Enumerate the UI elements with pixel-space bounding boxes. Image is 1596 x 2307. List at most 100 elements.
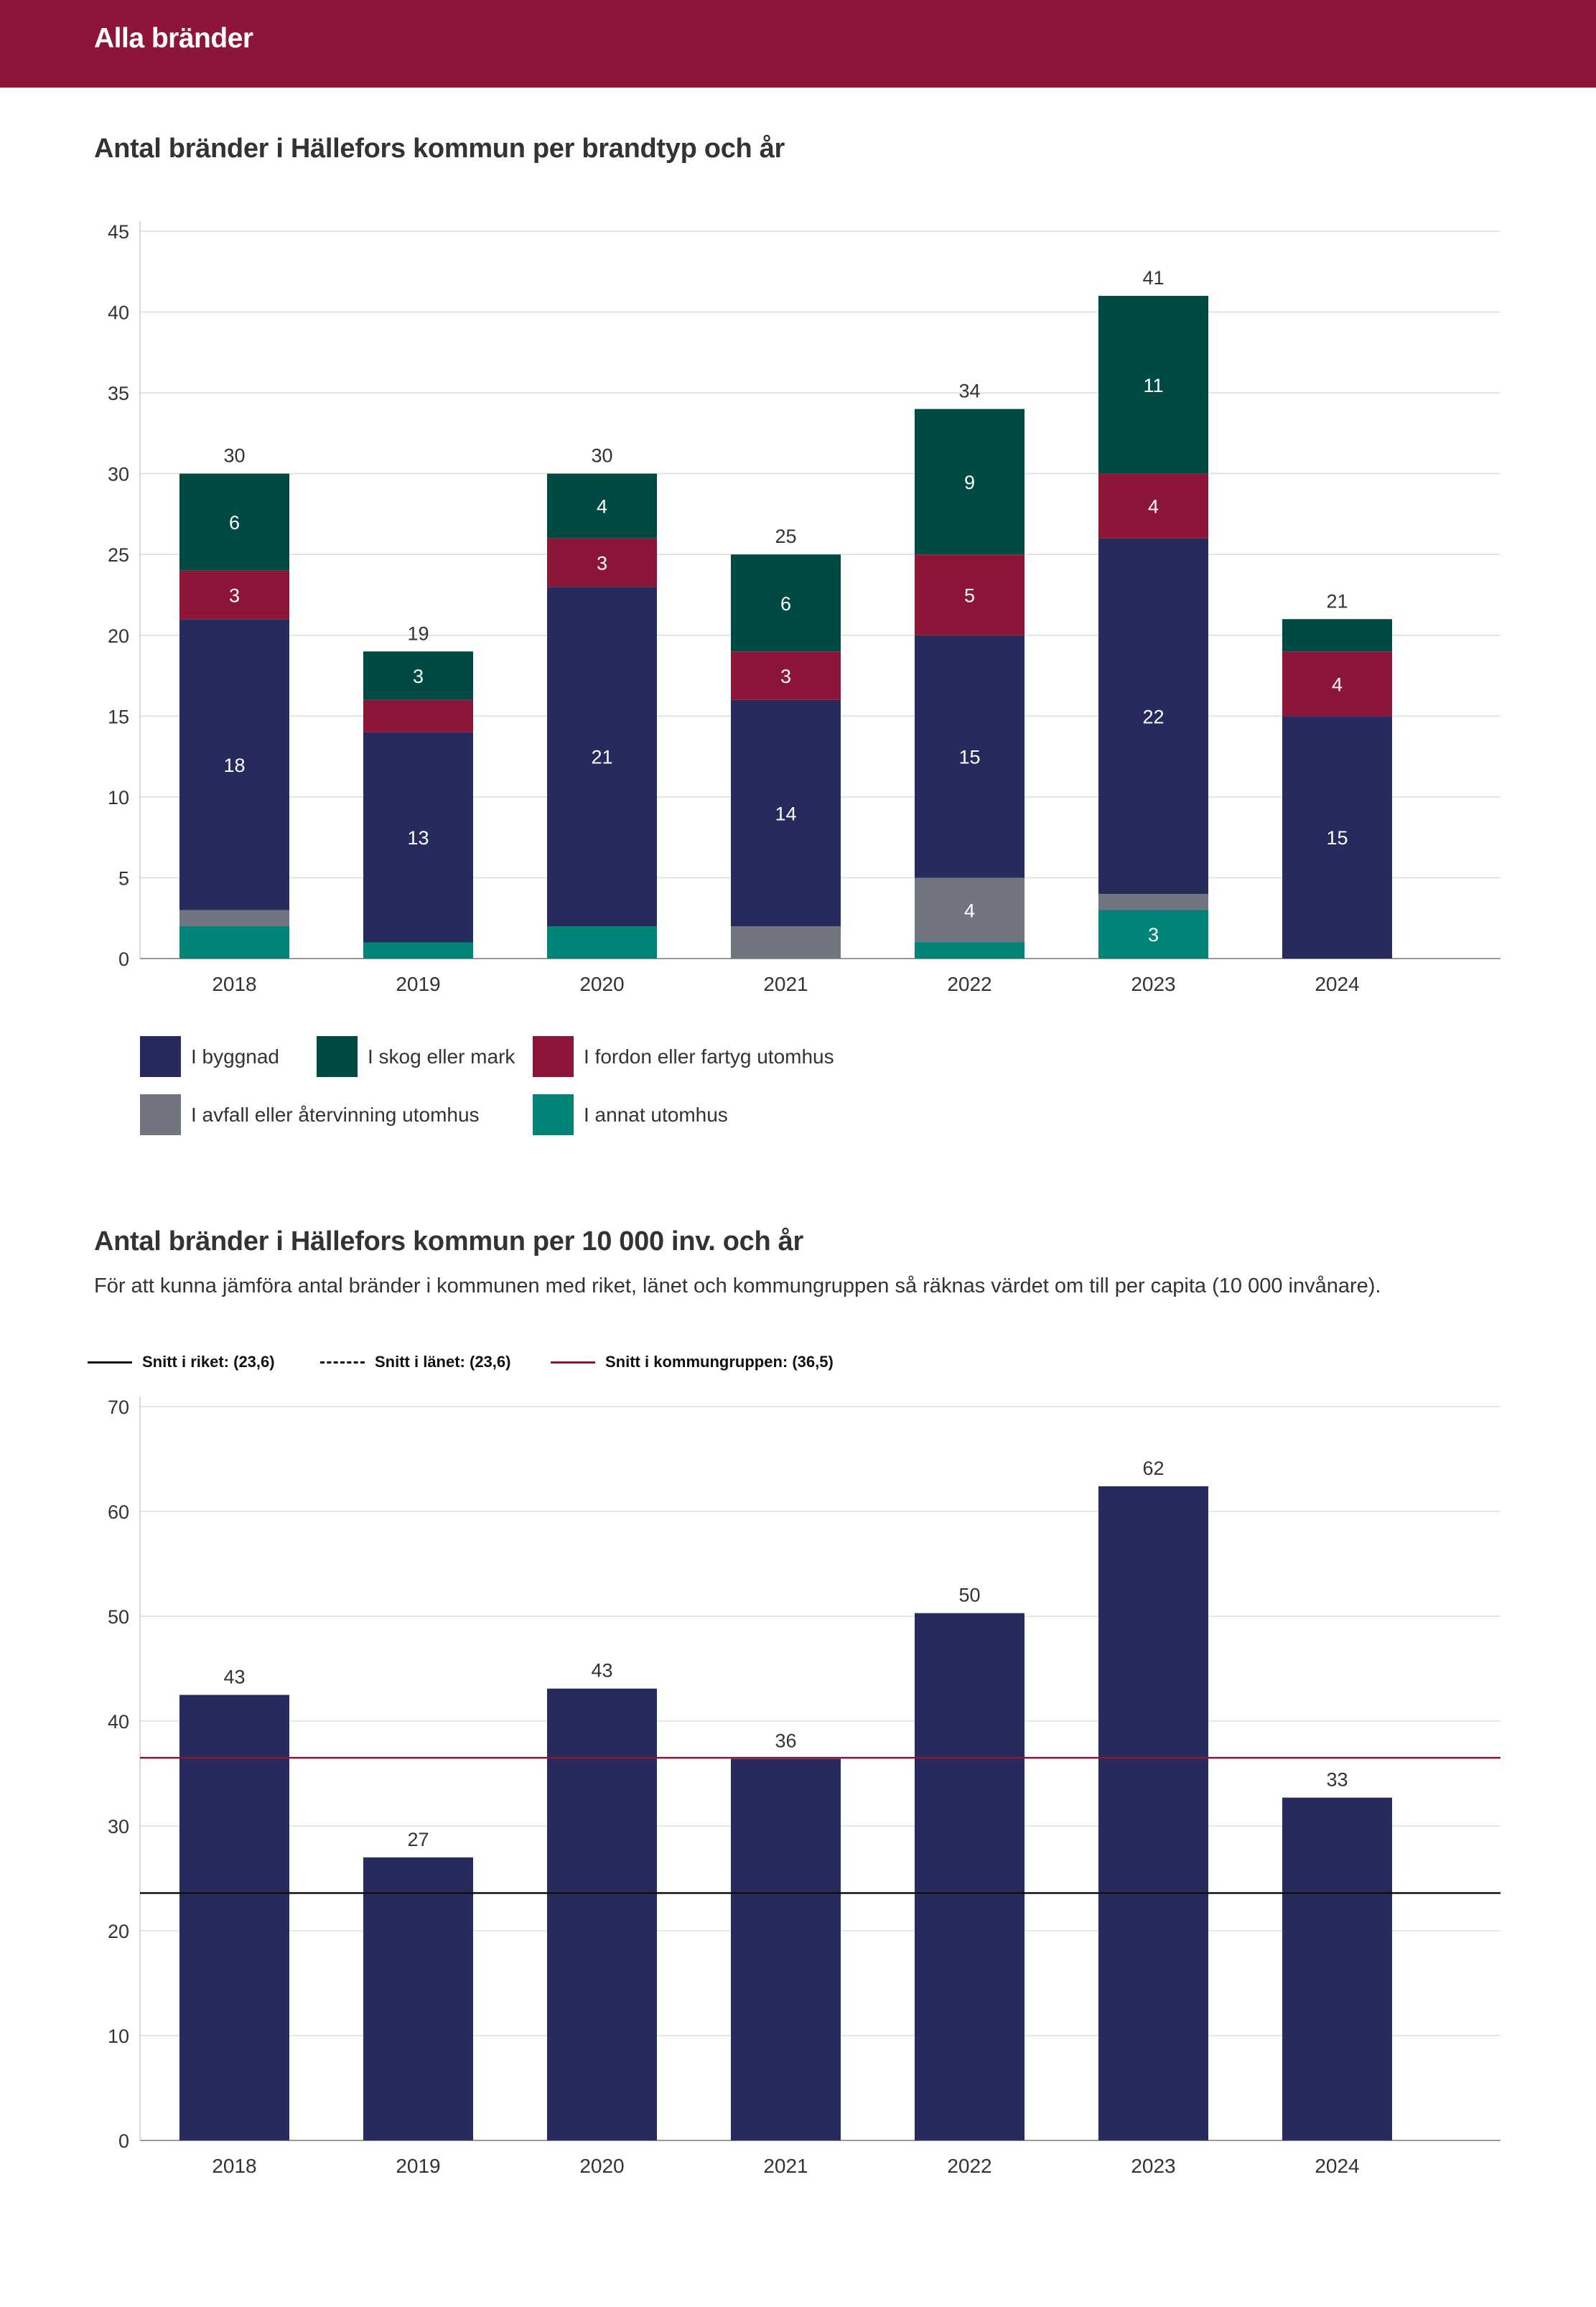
legend-line-kommungrupp xyxy=(551,1361,595,1364)
legend-line-riket xyxy=(88,1361,132,1364)
x-tick-label-2024: 2024 xyxy=(1315,973,1359,995)
bar-segment-2023-3 xyxy=(1098,473,1208,539)
bar-label-2018-2: 18 xyxy=(223,755,245,776)
bar2-label-2020: 43 xyxy=(591,1660,612,1682)
legend-item-skog: I skog eller mark xyxy=(317,1036,515,1077)
legend-item-fordon: I fordon eller fartyg utomhus xyxy=(533,1036,834,1077)
bar-segment-2018-0 xyxy=(179,926,289,959)
x-tick-label-2022: 2022 xyxy=(947,973,991,995)
bar2-label-2022: 50 xyxy=(958,1585,980,1606)
x-tick-label-2020: 2020 xyxy=(579,973,624,995)
legend-item-riket: Snitt i riket: (23,6) xyxy=(88,1353,275,1371)
bar-label-2020-3: 3 xyxy=(597,552,607,574)
bar-segment-2019-4 xyxy=(363,651,473,700)
bar-label-2019-2: 13 xyxy=(407,827,429,849)
x2-tick-label-2020: 2020 xyxy=(579,2155,624,2177)
legend-item-kommungrupp: Snitt i kommungruppen: (36,5) xyxy=(551,1353,834,1371)
legend-label-riket: Snitt i riket: (23,6) xyxy=(142,1353,275,1371)
bar-segment-2024-4 xyxy=(1282,619,1392,652)
bar-total-2024: 21 xyxy=(1326,590,1348,612)
y-tick-label-35: 35 xyxy=(108,383,129,404)
chart1-title: Antal bränder i Hällefors kommun per bra… xyxy=(94,134,785,164)
bar-label-2022-2: 15 xyxy=(958,747,980,768)
x2-tick-label-2019: 2019 xyxy=(396,2155,440,2177)
stacked-bar-chart: 0510152025303540451836302018133192019213… xyxy=(108,221,1501,995)
legend-swatch-avfall xyxy=(140,1094,181,1135)
bar2-label-2018: 43 xyxy=(223,1667,245,1688)
bar-label-2018-3: 3 xyxy=(229,585,240,607)
y-tick-label-45: 45 xyxy=(108,221,129,243)
legend-label-fordon: I fordon eller fartyg utomhus xyxy=(584,1045,834,1068)
bar2-2020 xyxy=(547,1688,657,2140)
y-tick-label-5: 5 xyxy=(118,867,129,889)
bar-label-2018-4: 6 xyxy=(229,512,240,533)
y2-tick-label-50: 50 xyxy=(108,1606,129,1628)
bar2-2021 xyxy=(731,1758,841,2140)
bar2-2023 xyxy=(1098,1486,1208,2140)
bar-segment-2022-3 xyxy=(915,554,1025,635)
bar-segment-2022-4 xyxy=(915,409,1025,555)
bar-segment-2020-3 xyxy=(547,538,657,587)
legend-label-lanet: Snitt i länet: (23,6) xyxy=(375,1353,511,1371)
bar-label-2022-3: 5 xyxy=(964,585,975,607)
legend-label-skog: I skog eller mark xyxy=(368,1045,515,1068)
bar-label-2023-4: 11 xyxy=(1143,375,1163,396)
bar-label-2024-2: 15 xyxy=(1326,827,1348,849)
bar-segment-2018-2 xyxy=(179,619,289,910)
bar-segment-2022-1 xyxy=(915,877,1025,943)
bar-segment-2021-2 xyxy=(731,699,841,926)
x2-tick-label-2021: 2021 xyxy=(763,2155,808,2177)
bar-label-2021-4: 6 xyxy=(780,593,791,615)
legend-item-annat: I annat utomhus xyxy=(533,1094,728,1135)
bar2-label-2019: 27 xyxy=(407,1829,429,1850)
x2-tick-label-2024: 2024 xyxy=(1315,2155,1359,2177)
bar-segment-2020-4 xyxy=(547,473,657,539)
bar-total-2022: 34 xyxy=(958,381,980,402)
bar-segment-2021-1 xyxy=(731,926,841,959)
x-tick-label-2023: 2023 xyxy=(1131,973,1175,995)
bar-segment-2020-0 xyxy=(547,926,657,959)
bar-total-2020: 30 xyxy=(591,445,612,467)
y-tick-label-0: 0 xyxy=(118,949,129,970)
bar-segment-2023-0 xyxy=(1098,910,1208,959)
bar-label-2023-2: 22 xyxy=(1142,706,1164,727)
bar-total-2018: 30 xyxy=(223,445,245,467)
bar-segment-2019-2 xyxy=(363,732,473,943)
bar-segment-2023-4 xyxy=(1098,296,1208,474)
y-tick-label-25: 25 xyxy=(108,544,129,566)
header-bar: Alla bränder xyxy=(0,0,1596,88)
legend-label-annat: I annat utomhus xyxy=(584,1103,728,1126)
bar-segment-2021-3 xyxy=(731,651,841,700)
bar-label-2019-4: 3 xyxy=(413,666,424,687)
bar-segment-2018-1 xyxy=(179,910,289,926)
bar2-label-2024: 33 xyxy=(1326,1769,1348,1791)
y2-tick-label-20: 20 xyxy=(108,1921,129,1942)
bar-segment-2019-3 xyxy=(363,699,473,732)
legend-swatch-byggnad xyxy=(140,1036,181,1077)
legend-item-lanet: Snitt i länet: (23,6) xyxy=(320,1353,510,1371)
legend-label-byggnad: I byggnad xyxy=(191,1045,279,1068)
y-tick-label-10: 10 xyxy=(108,787,129,808)
bar-segment-2024-2 xyxy=(1282,716,1392,959)
bar-label-2023-0: 3 xyxy=(1148,924,1159,946)
x2-tick-label-2018: 2018 xyxy=(212,2155,256,2177)
bar-label-2020-4: 4 xyxy=(597,496,607,518)
y2-tick-label-70: 70 xyxy=(108,1397,129,1418)
bar-segment-2022-2 xyxy=(915,635,1025,878)
bar2-2022 xyxy=(915,1613,1025,2140)
bar-segment-2024-3 xyxy=(1282,651,1392,717)
bar2-2019 xyxy=(363,1857,473,2140)
bar-label-2020-2: 21 xyxy=(591,747,612,768)
legend-line-lanet xyxy=(320,1361,365,1364)
x-tick-label-2021: 2021 xyxy=(763,973,808,995)
y2-tick-label-30: 30 xyxy=(108,1816,129,1837)
bar-label-2021-2: 14 xyxy=(775,803,796,824)
bar-label-2023-3: 4 xyxy=(1148,496,1159,518)
y-tick-label-30: 30 xyxy=(108,464,129,485)
x2-tick-label-2022: 2022 xyxy=(947,2155,991,2177)
x-tick-label-2018: 2018 xyxy=(212,973,256,995)
legend-swatch-skog xyxy=(317,1036,358,1077)
bar2-label-2023: 62 xyxy=(1142,1458,1164,1479)
bar-segment-2023-1 xyxy=(1098,893,1208,910)
